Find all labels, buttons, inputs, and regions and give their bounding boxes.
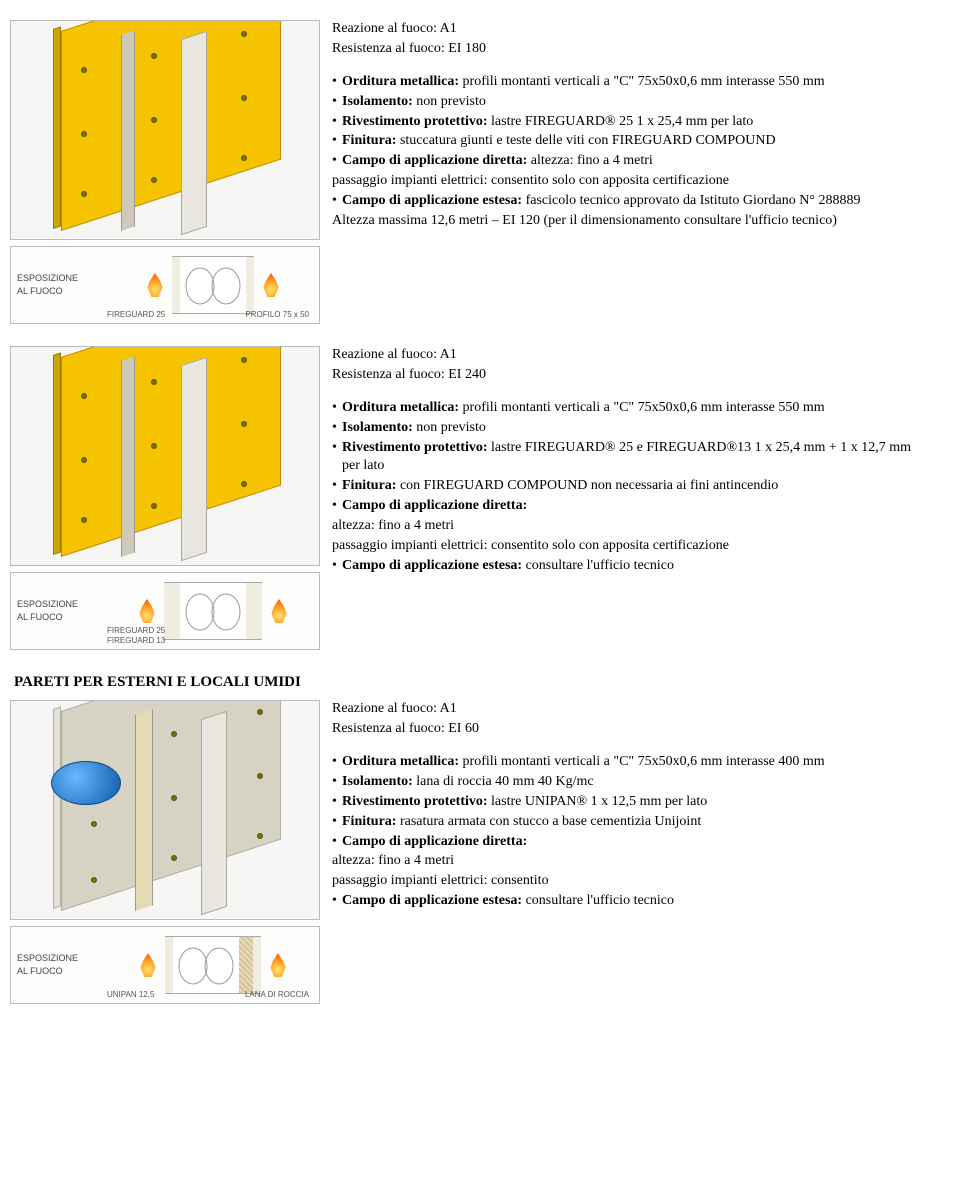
fire-reaction: Reazione al fuoco: A1 xyxy=(332,20,930,39)
description-column: Reazione al fuoco: A1Resistenza al fuoco… xyxy=(332,700,930,912)
illustration-column: ESPOSIZIONEAL FUOCOFIREGUARD 25PROFILO 7… xyxy=(10,20,320,324)
isometric-illustration xyxy=(10,20,320,240)
spec-item: Finitura: rasatura armata con stucco a b… xyxy=(332,813,930,832)
spec-item: Campo di applicazione diretta: xyxy=(332,833,930,852)
spec-label: Finitura: xyxy=(342,814,396,829)
spec-continuation: passaggio impianti elettrici: consentito… xyxy=(332,172,930,191)
product-entry: ESPOSIZIONEAL FUOCOUNIPAN 12,5LANA DI RO… xyxy=(10,700,930,1004)
spec-label: Campo di applicazione diretta: xyxy=(342,153,527,168)
spec-value: profili montanti verticali a "C" 75x50x0… xyxy=(459,74,825,89)
spec-value: consultare l'ufficio tecnico xyxy=(522,893,674,908)
spec-item: Finitura: stuccatura giunti e teste dell… xyxy=(332,132,930,151)
spec-continuation: passaggio impianti elettrici: consentito xyxy=(332,872,930,891)
isometric-illustration xyxy=(10,346,320,566)
fire-resistance: Resistenza al fuoco: EI 240 xyxy=(332,366,930,385)
exposure-label: ESPOSIZIONEAL FUOCO xyxy=(11,927,107,1003)
spec-list: Orditura metallica: profili montanti ver… xyxy=(332,73,930,231)
spec-continuation: passaggio impianti elettrici: consentito… xyxy=(332,537,930,556)
spec-label: Orditura metallica: xyxy=(342,400,459,415)
spec-label: Rivestimento protettivo: xyxy=(342,440,488,455)
fire-reaction: Reazione al fuoco: A1 xyxy=(332,700,930,719)
spec-value: lastre UNIPAN® 1 x 12,5 mm per lato xyxy=(488,794,708,809)
illustration-column: ESPOSIZIONEAL FUOCOFIREGUARD 13FIREGUARD… xyxy=(10,346,320,650)
spec-label: Isolamento: xyxy=(342,420,413,435)
spec-label: Campo di applicazione estesa: xyxy=(342,558,522,573)
spec-item: Campo di applicazione diretta: xyxy=(332,497,930,516)
spec-continuation: altezza: fino a 4 metri xyxy=(332,517,930,536)
spec-label: Rivestimento protettivo: xyxy=(342,114,488,129)
cross-section-illustration: ESPOSIZIONEAL FUOCOFIREGUARD 13FIREGUARD… xyxy=(10,572,320,650)
spec-value: lastre FIREGUARD® 25 1 x 25,4 mm per lat… xyxy=(488,114,754,129)
spec-continuation: altezza: fino a 4 metri xyxy=(332,852,930,871)
spec-value: non previsto xyxy=(413,420,486,435)
spec-item: Isolamento: non previsto xyxy=(332,419,930,438)
product-entry: ESPOSIZIONEAL FUOCOFIREGUARD 25PROFILO 7… xyxy=(10,20,930,324)
isometric-illustration xyxy=(10,700,320,920)
spec-continuation: Altezza massima 12,6 metri – EI 120 (per… xyxy=(332,212,930,231)
fire-resistance: Resistenza al fuoco: EI 60 xyxy=(332,720,930,739)
spec-item: Orditura metallica: profili montanti ver… xyxy=(332,399,930,418)
spec-value: profili montanti verticali a "C" 75x50x0… xyxy=(459,754,825,769)
spec-item: Rivestimento protettivo: lastre FIREGUAR… xyxy=(332,113,930,132)
spec-item: Finitura: con FIREGUARD COMPOUND non nec… xyxy=(332,477,930,496)
spec-value: consultare l'ufficio tecnico xyxy=(522,558,674,573)
spec-item: Campo di applicazione estesa: consultare… xyxy=(332,557,930,576)
spec-label: Isolamento: xyxy=(342,774,413,789)
spec-label: Orditura metallica: xyxy=(342,754,459,769)
description-column: Reazione al fuoco: A1Resistenza al fuoco… xyxy=(332,20,930,232)
spec-item: Orditura metallica: profili montanti ver… xyxy=(332,73,930,92)
spec-label: Isolamento: xyxy=(342,94,413,109)
exposure-label: ESPOSIZIONEAL FUOCO xyxy=(11,573,107,649)
illustration-column: ESPOSIZIONEAL FUOCOUNIPAN 12,5LANA DI RO… xyxy=(10,700,320,1004)
spec-label: Finitura: xyxy=(342,133,396,148)
spec-value: fascicolo tecnico approvato da Istituto … xyxy=(522,193,860,208)
spec-item: Rivestimento protettivo: lastre UNIPAN® … xyxy=(332,793,930,812)
spec-value: rasatura armata con stucco a base cement… xyxy=(396,814,701,829)
description-column: Reazione al fuoco: A1Resistenza al fuoco… xyxy=(332,346,930,577)
spec-label: Orditura metallica: xyxy=(342,74,459,89)
spec-value: altezza: fino a 4 metri xyxy=(527,153,653,168)
spec-value: con FIREGUARD COMPOUND non necessaria ai… xyxy=(396,478,778,493)
spec-label: Campo di applicazione estesa: xyxy=(342,193,522,208)
fire-reaction: Reazione al fuoco: A1 xyxy=(332,346,930,365)
exposure-label: ESPOSIZIONEAL FUOCO xyxy=(11,247,107,323)
spec-label: Finitura: xyxy=(342,478,396,493)
spec-label: Campo di applicazione estesa: xyxy=(342,893,522,908)
section-heading: PARETI PER ESTERNI E LOCALI UMIDI xyxy=(14,672,930,692)
spec-list: Orditura metallica: profili montanti ver… xyxy=(332,753,930,911)
fire-resistance: Resistenza al fuoco: EI 180 xyxy=(332,40,930,59)
product-entry: ESPOSIZIONEAL FUOCOFIREGUARD 13FIREGUARD… xyxy=(10,346,930,650)
cross-section-illustration: ESPOSIZIONEAL FUOCOFIREGUARD 25PROFILO 7… xyxy=(10,246,320,324)
spec-value: profili montanti verticali a "C" 75x50x0… xyxy=(459,400,825,415)
cross-section-illustration: ESPOSIZIONEAL FUOCOUNIPAN 12,5LANA DI RO… xyxy=(10,926,320,1004)
spec-item: Campo di applicazione estesa: consultare… xyxy=(332,892,930,911)
spec-item: Rivestimento protettivo: lastre FIREGUAR… xyxy=(332,439,930,477)
spec-value: stuccatura giunti e teste delle viti con… xyxy=(396,133,775,148)
spec-item: Isolamento: lana di roccia 40 mm 40 Kg/m… xyxy=(332,773,930,792)
spec-value: non previsto xyxy=(413,94,486,109)
spec-value: lana di roccia 40 mm 40 Kg/mc xyxy=(413,774,594,789)
spec-list: Orditura metallica: profili montanti ver… xyxy=(332,399,930,576)
spec-label: Rivestimento protettivo: xyxy=(342,794,488,809)
spec-item: Orditura metallica: profili montanti ver… xyxy=(332,753,930,772)
spec-item: Campo di applicazione estesa: fascicolo … xyxy=(332,192,930,211)
spec-item: Isolamento: non previsto xyxy=(332,93,930,112)
spec-label: Campo di applicazione diretta: xyxy=(342,834,527,849)
spec-item: Campo di applicazione diretta: altezza: … xyxy=(332,152,930,171)
spec-label: Campo di applicazione diretta: xyxy=(342,498,527,513)
